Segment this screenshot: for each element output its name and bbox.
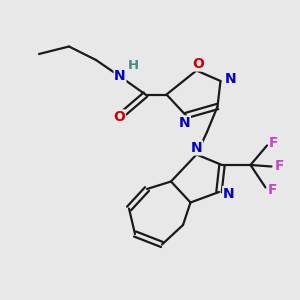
Text: N: N — [114, 70, 126, 83]
Text: H: H — [128, 58, 139, 72]
Text: N: N — [191, 141, 202, 155]
Text: N: N — [179, 116, 190, 130]
Text: F: F — [267, 184, 277, 197]
Text: F: F — [269, 136, 278, 150]
Text: N: N — [224, 72, 236, 86]
Text: N: N — [223, 187, 234, 200]
Text: F: F — [274, 160, 284, 173]
Text: O: O — [113, 110, 125, 124]
Text: O: O — [192, 57, 204, 71]
